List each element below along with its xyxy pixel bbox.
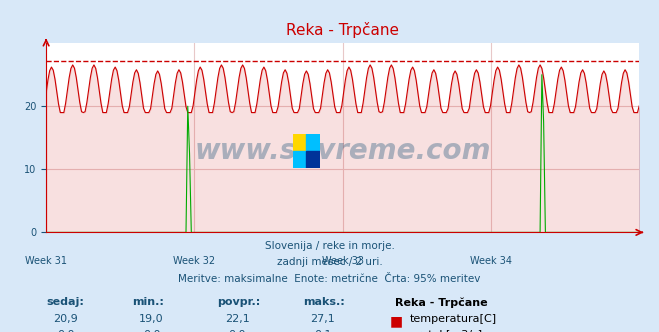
Text: 19,0: 19,0: [139, 314, 164, 324]
Text: ■: ■: [390, 330, 403, 332]
Text: Reka - Trpčane: Reka - Trpčane: [395, 297, 488, 308]
Text: 0,0: 0,0: [229, 330, 246, 332]
Text: www.si-vreme.com: www.si-vreme.com: [194, 137, 491, 165]
Text: Slovenija / reke in morje.: Slovenija / reke in morje.: [264, 241, 395, 251]
Bar: [293, 151, 306, 168]
Text: 22,1: 22,1: [225, 314, 250, 324]
Text: zadnji mesec / 2 uri.: zadnji mesec / 2 uri.: [277, 257, 382, 267]
Text: pretok[m3/s]: pretok[m3/s]: [410, 330, 482, 332]
Text: 27,1: 27,1: [310, 314, 335, 324]
Text: ■: ■: [390, 314, 403, 328]
Text: 0,0: 0,0: [57, 330, 74, 332]
Text: maks.:: maks.:: [303, 297, 345, 307]
Text: 0,0: 0,0: [143, 330, 160, 332]
Text: 0,1: 0,1: [314, 330, 331, 332]
Text: Week 31: Week 31: [25, 256, 67, 266]
Text: temperatura[C]: temperatura[C]: [410, 314, 497, 324]
Text: Meritve: maksimalne  Enote: metrične  Črta: 95% meritev: Meritve: maksimalne Enote: metrične Črta…: [179, 274, 480, 284]
Bar: [306, 134, 320, 151]
Bar: [293, 134, 306, 151]
Bar: [306, 151, 320, 168]
Text: Week 32: Week 32: [173, 256, 215, 266]
Text: Week 34: Week 34: [470, 256, 512, 266]
Title: Reka - Trpčane: Reka - Trpčane: [286, 22, 399, 38]
Text: povpr.:: povpr.:: [217, 297, 261, 307]
Text: Week 33: Week 33: [322, 256, 364, 266]
Text: sedaj:: sedaj:: [46, 297, 84, 307]
Text: 20,9: 20,9: [53, 314, 78, 324]
Text: min.:: min.:: [132, 297, 163, 307]
